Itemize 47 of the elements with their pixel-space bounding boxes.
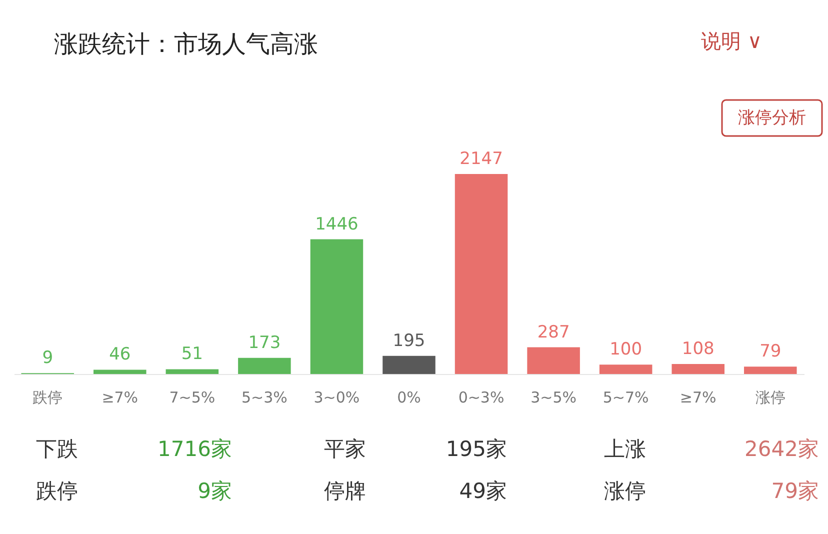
bar [527, 347, 580, 374]
bar [454, 174, 508, 374]
text: 下跌 [36, 437, 78, 461]
x-tick-label: ≥7% [680, 388, 716, 406]
text: 涨停 [604, 479, 646, 503]
x-tick-label: 3~0% [314, 388, 360, 406]
data-label: 100 [610, 340, 642, 360]
data-label: 173 [248, 332, 281, 353]
data-label: 1446 [315, 214, 358, 234]
x-tick-label: 0~3% [458, 388, 504, 406]
x-tick-label: 跌停 [32, 388, 63, 406]
bar [238, 358, 291, 374]
bar [310, 239, 364, 374]
data-label: 9 [42, 348, 54, 368]
data-label: 2147 [460, 149, 503, 169]
bar [599, 364, 652, 374]
data-label: 79 [760, 342, 782, 362]
text: 195家 [446, 437, 507, 461]
data-label: 51 [181, 344, 203, 364]
x-tick-label: ≥7% [102, 388, 138, 406]
data-label: 195 [392, 330, 426, 351]
data-label: 108 [682, 338, 714, 359]
bar [166, 369, 219, 374]
bar [744, 366, 797, 374]
text: 说明 ∨ [701, 29, 762, 53]
bar [672, 364, 724, 374]
chart-title: 涨跌统计：市场人气高涨 [54, 30, 318, 58]
data-label: 46 [109, 344, 131, 365]
text: 停牌 [324, 479, 366, 503]
text: 跌停 [36, 479, 78, 503]
x-tick-label: 0% [397, 388, 421, 406]
text: 79家 [771, 479, 819, 503]
data-label: 287 [537, 322, 570, 342]
x-tick-label: 3~5% [530, 388, 577, 406]
x-tick-label: 5~7% [602, 388, 649, 406]
text: 1716家 [158, 437, 232, 461]
text: 平家 [324, 437, 366, 461]
x-tick-label: 7~5% [169, 388, 216, 406]
bar [94, 370, 146, 374]
text: 涨停分析 [738, 108, 806, 128]
text: 2642家 [744, 437, 819, 461]
x-tick-label: 5~3% [241, 388, 288, 406]
x-tick-label: 涨停 [755, 388, 786, 406]
bar [382, 356, 436, 374]
text: 上涨 [604, 437, 646, 461]
text: 49家 [459, 479, 507, 503]
text: 9家 [198, 479, 232, 503]
